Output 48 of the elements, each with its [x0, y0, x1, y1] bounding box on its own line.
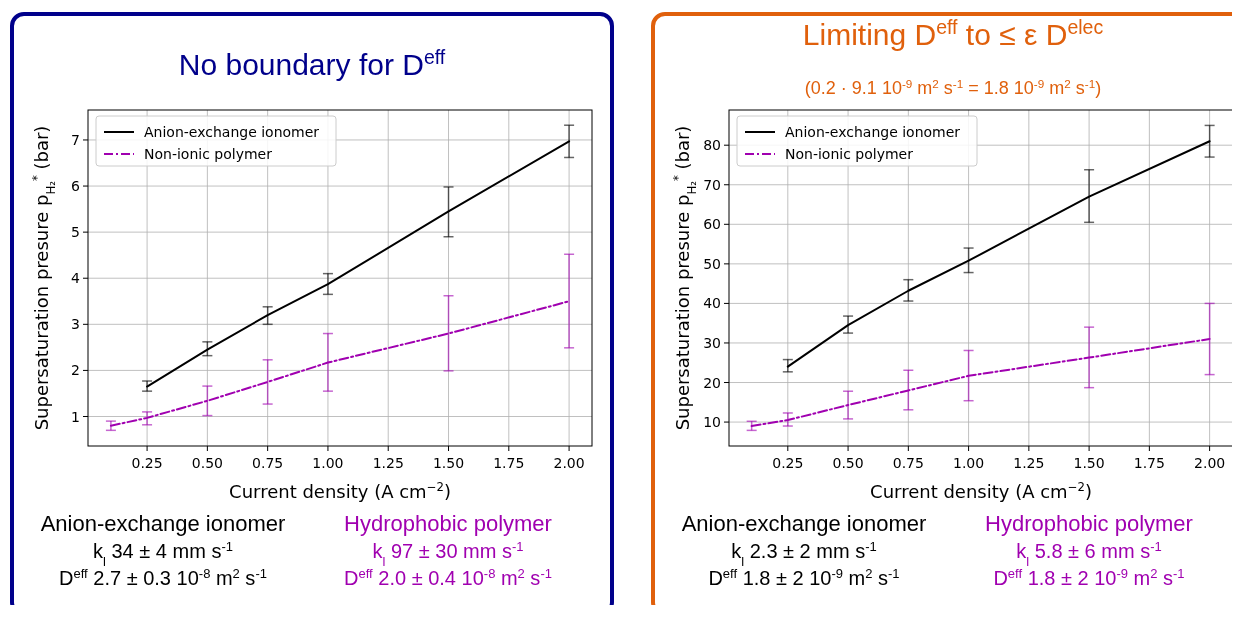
chart-title: No boundary for D$^{eff}$: [178, 46, 446, 81]
y-tick-label: 40: [703, 295, 721, 312]
x-tick-label: 0.50: [191, 455, 223, 471]
x-tick-label: 0.75: [892, 455, 924, 471]
x-axis-title: Current density (A cm$^{−2}$): [870, 480, 1092, 502]
y-tick-label: 6: [71, 178, 81, 195]
text: Anion-exchange ionomer: [681, 511, 927, 536]
text: (0.2 · 9.1 10$^{-9}$ m$^{2}$ s$^{-1}$ = 1.8 10$^{-9}$ m$^{2}$ s$^{-1}$): [804, 76, 1102, 98]
y-tick-label: 30: [703, 334, 721, 351]
y-tick-label: 10: [703, 414, 721, 431]
y-tick-label: 4: [71, 270, 81, 287]
legend-label: Non-ionic polymer: [785, 146, 914, 162]
y-tick-label: 70: [703, 176, 721, 193]
text: Anion-exchange ionomer: [40, 511, 286, 536]
x-tick-label: 1.25: [1013, 455, 1045, 471]
line-series: [750, 338, 1211, 428]
legend-label: Non-ionic polymer: [144, 146, 273, 162]
x-tick-label: 0.50: [832, 455, 864, 471]
line-series: [146, 140, 571, 388]
x-tick-label: 1.75: [493, 455, 525, 471]
y-tick-label: 80: [703, 137, 721, 154]
x-tick-label: 2.00: [553, 455, 585, 471]
x-tick-label: 1.00: [953, 455, 985, 471]
y-tick-label: 60: [703, 216, 721, 233]
x-tick-label: 1.25: [372, 455, 404, 471]
x-tick-label: 2.00: [1194, 455, 1226, 471]
text: Hydrophobic polymer: [344, 511, 552, 536]
x-tick-label: 1.75: [1133, 455, 1165, 471]
x-axis-title: Current density (A cm$^{−2}$): [229, 480, 451, 502]
x-tick-label: 1.50: [432, 455, 465, 471]
y-tick-label: 1: [71, 408, 80, 425]
x-tick-label: 0.25: [131, 455, 163, 471]
legend-label: Anion-exchange ionomer: [785, 124, 961, 140]
line-series: [786, 140, 1211, 368]
y-tick-label: 50: [703, 255, 721, 272]
y-tick-label: 20: [703, 374, 721, 391]
x-tick-label: 0.25: [772, 455, 804, 471]
text: Hydrophobic polymer: [985, 511, 1193, 536]
y-tick-label: 2: [71, 362, 80, 379]
chart-title: Limiting D$^{eff}$ to ≤ ε D$^{elec}$: [802, 16, 1104, 51]
legend-label: Anion-exchange ionomer: [144, 124, 320, 140]
x-tick-label: 1.00: [312, 455, 344, 471]
y-tick-label: 3: [71, 316, 80, 333]
y-tick-label: 7: [71, 131, 80, 148]
x-tick-label: 0.75: [252, 455, 284, 471]
y-tick-label: 5: [71, 224, 80, 241]
x-tick-label: 1.50: [1073, 455, 1105, 471]
line-series: [109, 300, 571, 427]
